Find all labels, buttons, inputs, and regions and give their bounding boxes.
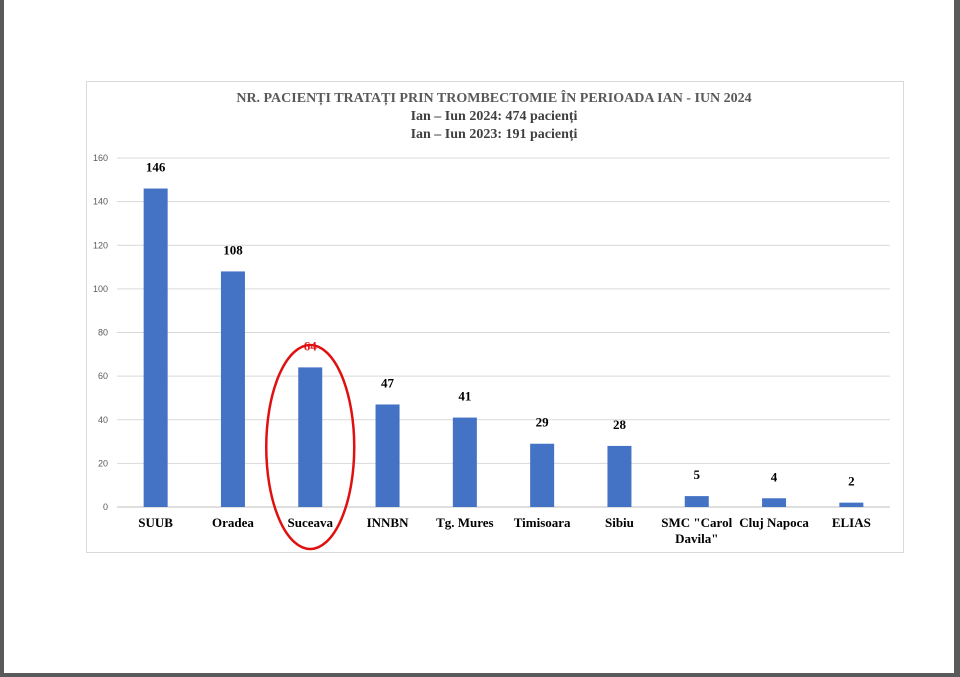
category-label: Tg. Mures [436,515,494,530]
y-tick-label: 100 [93,284,108,294]
chart-subtitle-2024: Ian – Iun 2024: 474 pacienți [410,109,578,124]
bar [684,496,709,507]
bar [375,404,400,507]
category-label: Davila" [675,531,718,546]
bar [762,498,787,507]
y-tick-label: 160 [93,153,108,163]
bar [839,502,864,507]
y-tick-label: 120 [93,240,108,250]
bar [530,443,555,507]
bar [452,417,477,507]
bar [143,188,168,507]
y-tick-label: 40 [98,415,108,425]
y-tick-label: 0 [103,502,108,512]
data-label: 41 [458,389,471,404]
data-label: 29 [536,415,550,430]
category-label: INNBN [367,515,410,530]
highlight-ellipse [265,343,356,551]
category-label: Sibiu [605,515,634,530]
data-label: 2 [848,474,855,489]
data-label: 146 [146,160,166,175]
y-tick-label: 140 [93,197,108,207]
bar [607,445,632,507]
y-tick-label: 60 [98,371,108,381]
category-label: SUUB [138,515,173,530]
category-label: ELIAS [832,515,871,530]
data-label: 108 [223,242,243,257]
category-label: SMC "Carol [661,515,732,530]
category-label: Oradea [212,515,254,530]
category-label: Cluj Napoca [739,515,809,530]
bar [298,367,323,507]
data-label: 4 [771,469,778,484]
y-tick-label: 20 [98,458,108,468]
category-label: Suceava [288,515,334,530]
bar [220,271,245,507]
y-tick-label: 80 [98,328,108,338]
chart-subtitle-2023: Ian – Iun 2023: 191 pacienți [410,127,578,142]
data-label: 28 [613,417,627,432]
data-label: 5 [694,467,701,482]
data-label: 47 [381,375,395,390]
category-label: Timisoara [514,515,571,530]
chart-title: NR. PACIENȚI TRATAȚI PRIN TROMBECTOMIE Î… [236,91,752,106]
